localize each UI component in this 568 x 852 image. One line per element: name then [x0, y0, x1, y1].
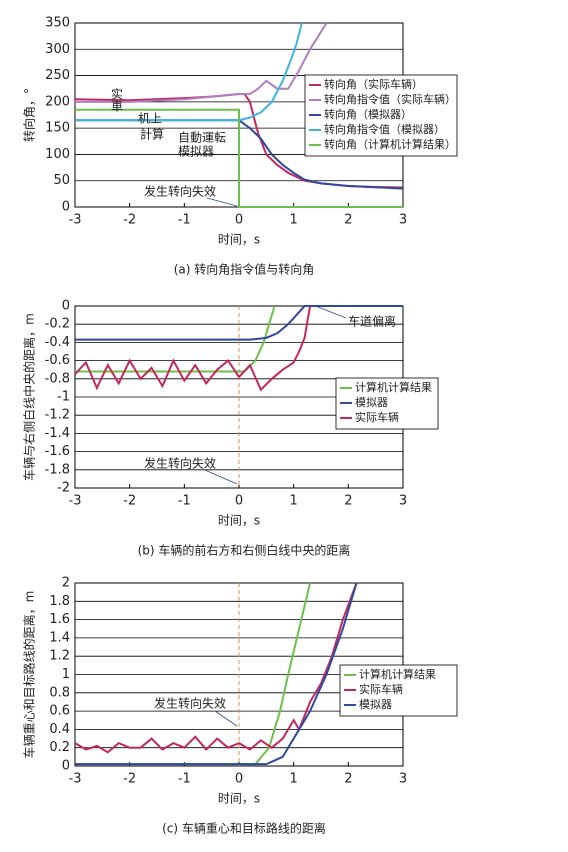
- x-tick-label: 0: [235, 494, 243, 509]
- y-tick-label: 2: [62, 576, 70, 591]
- y-tick-label: 1.4: [49, 630, 70, 645]
- legend-label: 模拟器: [359, 697, 392, 711]
- annotation: 发生转向失效: [144, 456, 216, 471]
- x-tick-label: -2: [123, 494, 136, 509]
- y-tick-label: 0.4: [49, 722, 70, 737]
- legend-label: 实际车辆: [355, 410, 399, 424]
- x-tick-label: -3: [69, 494, 82, 509]
- x-tick-label: 2: [344, 494, 352, 509]
- y-tick-label: -0.2: [45, 317, 70, 332]
- data-line: [75, 108, 403, 208]
- y-tick-label: 150: [45, 121, 70, 136]
- annotation-pointer: [214, 710, 238, 727]
- annotation: 实車: [110, 87, 124, 113]
- y-tick-label: -0.6: [45, 353, 70, 368]
- y-tick-label: 1.8: [49, 594, 70, 609]
- x-tick-label: 2: [344, 213, 352, 228]
- data-line: [75, 582, 312, 766]
- y-axis-label: 转向角，°: [22, 88, 37, 142]
- x-axis-label: 时间，s: [218, 233, 260, 247]
- x-tick-label: -1: [178, 494, 191, 509]
- x-axis-label: 时间，s: [218, 792, 260, 806]
- x-tick-label: 2: [344, 772, 352, 787]
- y-tick-label: 100: [45, 147, 70, 162]
- legend-box: [304, 74, 458, 157]
- y-tick-label: 350: [45, 16, 70, 31]
- y-tick-label: 0: [62, 200, 70, 215]
- x-tick-label: 1: [290, 772, 298, 787]
- annotation: 模拟器: [178, 145, 214, 159]
- legend-label: 实际车辆: [359, 682, 403, 696]
- legend-label: 转向角（模拟器）: [324, 107, 412, 121]
- y-tick-label: 50: [53, 173, 70, 188]
- y-tick-label: 250: [45, 68, 70, 83]
- y-axis-label: 车辆重心和目标路线的距离，m: [22, 591, 37, 759]
- y-tick-label: 0.6: [49, 704, 70, 719]
- y-axis-label: 车辆与右侧白线中央的距离，m: [22, 313, 37, 481]
- y-tick-label: -2: [57, 481, 70, 496]
- y-tick-label: 0: [62, 299, 70, 314]
- data-line: [75, 22, 328, 103]
- x-tick-label: 0: [235, 772, 243, 787]
- x-tick-label: 3: [399, 772, 407, 787]
- x-tick-label: 0: [235, 213, 243, 228]
- legend-box: [335, 377, 439, 430]
- x-tick-label: -2: [123, 772, 136, 787]
- annotation-pointer: [206, 197, 238, 207]
- y-tick-label: -1: [57, 390, 70, 405]
- annotation: 车道偏离: [348, 314, 396, 329]
- y-tick-label: 0.2: [49, 740, 70, 755]
- chart-title: (b) 车辆的前右方和右侧白线中央的距离: [138, 543, 351, 558]
- data-line: [74, 582, 358, 754]
- chart-title: (a) 转向角指令值与转向角: [174, 262, 315, 277]
- y-tick-label: -1.2: [45, 408, 70, 423]
- x-tick-label: 3: [399, 494, 407, 509]
- legend-label: 转向角指令值（模拟器）: [324, 122, 445, 136]
- y-tick-label: 200: [45, 94, 70, 109]
- x-tick-label: -3: [69, 772, 82, 787]
- legend-box: [339, 664, 458, 717]
- x-axis-label: 时间，s: [218, 514, 260, 528]
- legend-label: 转向角（计算机计算结果）: [324, 137, 456, 151]
- x-tick-label: 1: [290, 213, 298, 228]
- y-tick-label: -1.4: [45, 426, 70, 441]
- x-tick-label: 3: [399, 213, 407, 228]
- chart-title: (c) 车辆重心和目标路线的距离: [162, 821, 326, 836]
- legend-label: 模拟器: [355, 395, 388, 409]
- annotation: 自動運転: [178, 131, 226, 145]
- y-tick-label: 1: [62, 667, 70, 682]
- data-line: [75, 119, 404, 190]
- y-tick-label: -0.4: [45, 335, 70, 350]
- annotation-pointer: [204, 469, 238, 485]
- legend-label: 计算机计算结果: [355, 380, 432, 394]
- annotation-pointer: [317, 306, 347, 319]
- y-tick-label: 1.2: [49, 649, 70, 664]
- y-tick-label: 300: [45, 42, 70, 57]
- annotation: 发生转向失效: [144, 184, 216, 199]
- data-line: [75, 22, 303, 122]
- x-tick-label: -2: [123, 213, 136, 228]
- y-tick-label: -1.8: [45, 462, 70, 477]
- legend-label: 计算机计算结果: [359, 667, 436, 681]
- legend-label: 转向角指令值（实际车辆）: [324, 92, 456, 106]
- data-line: [75, 305, 403, 341]
- x-tick-label: -1: [178, 772, 191, 787]
- x-tick-label: -3: [69, 213, 82, 228]
- annotation: 机上: [138, 112, 162, 126]
- data-line: [74, 305, 312, 392]
- y-tick-label: 0: [62, 759, 70, 774]
- y-tick-label: -1.6: [45, 444, 70, 459]
- x-tick-label: -1: [178, 213, 191, 228]
- y-tick-label: 1.6: [49, 612, 70, 627]
- annotation: 发生转向失效: [154, 696, 226, 711]
- x-tick-label: 1: [290, 494, 298, 509]
- data-line: [75, 582, 358, 766]
- y-tick-label: 0.8: [49, 685, 70, 700]
- legend-label: 转向角（实际车辆）: [324, 77, 423, 91]
- y-tick-label: -0.8: [45, 371, 70, 386]
- annotation: 計算: [140, 127, 164, 142]
